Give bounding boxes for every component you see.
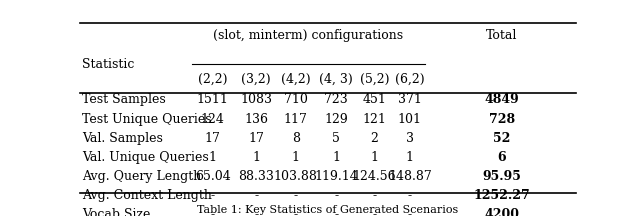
Text: -: - (408, 208, 412, 216)
Text: 95.95: 95.95 (482, 170, 521, 183)
Text: -: - (211, 189, 215, 202)
Text: Total: Total (486, 29, 517, 42)
Text: 4849: 4849 (484, 94, 519, 106)
Text: 103.88: 103.88 (274, 170, 317, 183)
Text: 88.33: 88.33 (238, 170, 274, 183)
Text: 136: 136 (244, 113, 268, 125)
Text: -: - (372, 189, 377, 202)
Text: 1: 1 (292, 151, 300, 164)
Text: 1083: 1083 (240, 94, 272, 106)
Text: 728: 728 (488, 113, 515, 125)
Text: 8: 8 (292, 132, 300, 145)
Text: -: - (294, 208, 298, 216)
Text: 3: 3 (406, 132, 414, 145)
Text: 2: 2 (371, 132, 379, 145)
Text: Val. Unique Queries: Val. Unique Queries (83, 151, 209, 164)
Text: 124: 124 (201, 113, 225, 125)
Text: (5,2): (5,2) (360, 73, 389, 86)
Text: 129: 129 (324, 113, 348, 125)
Text: 1511: 1511 (196, 94, 228, 106)
Text: -: - (211, 208, 215, 216)
Text: Vocab Size: Vocab Size (83, 208, 151, 216)
Text: 723: 723 (324, 94, 348, 106)
Text: Val. Samples: Val. Samples (83, 132, 163, 145)
Text: (3,2): (3,2) (241, 73, 271, 86)
Text: 101: 101 (398, 113, 422, 125)
Text: Avg. Context Length: Avg. Context Length (83, 189, 212, 202)
Text: (4, 3): (4, 3) (319, 73, 353, 86)
Text: (slot, minterm) configurations: (slot, minterm) configurations (213, 29, 403, 42)
Text: -: - (254, 189, 258, 202)
Text: 17: 17 (248, 132, 264, 145)
Text: -: - (334, 208, 339, 216)
Text: -: - (254, 208, 258, 216)
Text: 124.56: 124.56 (353, 170, 396, 183)
Text: (2,2): (2,2) (198, 73, 227, 86)
Text: Test Unique Queries: Test Unique Queries (83, 113, 212, 125)
Text: 4200: 4200 (484, 208, 519, 216)
Text: 17: 17 (205, 132, 221, 145)
Text: 1: 1 (332, 151, 340, 164)
Text: 148.87: 148.87 (388, 170, 432, 183)
Text: 371: 371 (398, 94, 422, 106)
Text: -: - (294, 189, 298, 202)
Text: 5: 5 (332, 132, 340, 145)
Text: 52: 52 (493, 132, 510, 145)
Text: 1: 1 (209, 151, 217, 164)
Text: 1: 1 (252, 151, 260, 164)
Text: 1252.27: 1252.27 (473, 189, 530, 202)
Text: 6: 6 (497, 151, 506, 164)
Text: Table 1: Key Statistics of Generated Scenarios: Table 1: Key Statistics of Generated Sce… (197, 205, 459, 215)
Text: 451: 451 (363, 94, 387, 106)
Text: (6,2): (6,2) (395, 73, 425, 86)
Text: -: - (408, 189, 412, 202)
Text: Statistic: Statistic (83, 58, 135, 71)
Text: -: - (372, 208, 377, 216)
Text: (4,2): (4,2) (281, 73, 310, 86)
Text: 1: 1 (406, 151, 414, 164)
Text: 119.14: 119.14 (314, 170, 358, 183)
Text: 710: 710 (284, 94, 308, 106)
Text: Test Samples: Test Samples (83, 94, 166, 106)
Text: 65.04: 65.04 (195, 170, 230, 183)
Text: 117: 117 (284, 113, 308, 125)
Text: 1: 1 (371, 151, 379, 164)
Text: Avg. Query Length: Avg. Query Length (83, 170, 202, 183)
Text: -: - (334, 189, 339, 202)
Text: 121: 121 (363, 113, 387, 125)
